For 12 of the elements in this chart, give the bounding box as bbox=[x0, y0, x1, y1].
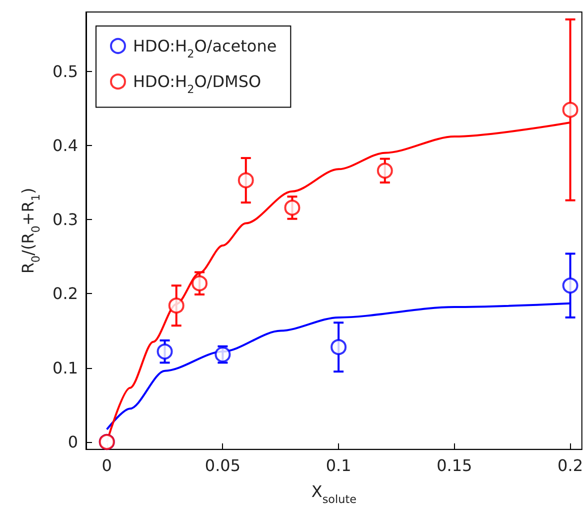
y-tick-label: 0.2 bbox=[52, 284, 78, 304]
y-tick-label: 0 bbox=[68, 432, 78, 452]
y-axis-title: R0/(R0+R1) bbox=[18, 188, 43, 274]
y-tick-label: 0.1 bbox=[52, 358, 78, 378]
y-tick-label: 0.4 bbox=[52, 136, 78, 155]
x-tick-label: 0.1 bbox=[326, 456, 352, 475]
x-tick-label: 0.15 bbox=[436, 456, 472, 475]
x-tick-label: 0.2 bbox=[558, 456, 584, 475]
y-tick-label: 0.3 bbox=[52, 210, 78, 230]
x-tick-label: 0 bbox=[102, 456, 112, 475]
y-tick-label: 0.5 bbox=[52, 62, 78, 81]
x-tick-label: 0.05 bbox=[204, 456, 241, 475]
